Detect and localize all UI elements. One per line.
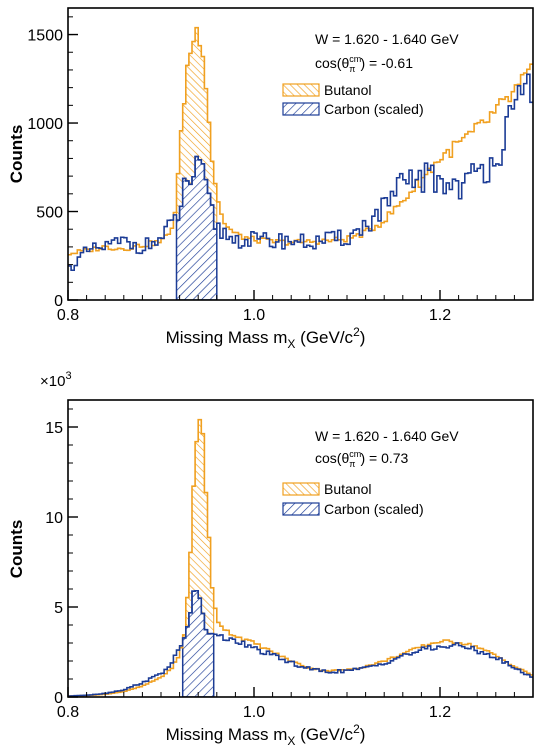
y-axis-label: Counts xyxy=(7,125,26,184)
plot-area xyxy=(68,26,533,300)
x-axis-label: Missing Mass mX (GeV/c2) xyxy=(166,325,366,351)
legend-label-carbon: Carbon (scaled) xyxy=(324,101,424,117)
y-tick-label: 1000 xyxy=(27,116,63,133)
y-tick-label: 15 xyxy=(45,420,63,437)
plot-frame xyxy=(67,7,534,301)
annotation-cos-theta: cos(θcm π) = 0.73 xyxy=(315,449,409,469)
series-butanol xyxy=(68,418,533,697)
y-tick-label: 500 xyxy=(36,205,63,222)
legend-label-carbon: Carbon (scaled) xyxy=(324,501,424,517)
panel-bottom: 0.8 1.0 1.2 0 5 10 15 Counts ×103 Missing Mass mX… xyxy=(7,370,534,748)
legend-swatch-butanol xyxy=(282,482,320,496)
series-butanol xyxy=(68,26,533,256)
series-carbon xyxy=(68,589,533,697)
series-carbon xyxy=(68,73,533,272)
annotation-w-range: W = 1.620 - 1.640 GeV xyxy=(315,428,459,444)
y-tick-label: 5 xyxy=(54,600,63,617)
x-tick-label: 1.0 xyxy=(243,307,265,324)
y-tick-label: 10 xyxy=(45,510,63,527)
panel-top: 0.8 1.0 1.2 0 500 1000 1500 Counts Missing Mass … xyxy=(7,7,534,351)
plot-area xyxy=(68,418,533,697)
x-tick-label: 1.2 xyxy=(429,307,451,324)
legend-label-butanol: Butanol xyxy=(324,82,371,98)
y-tick-label: 0 xyxy=(54,690,63,707)
legend-swatch-carbon xyxy=(282,102,320,116)
annotation-w-range: W = 1.620 - 1.640 GeV xyxy=(315,31,459,47)
plot-frame xyxy=(67,399,534,698)
x-tick-label: 1.2 xyxy=(429,704,451,721)
y-axis-label: Counts xyxy=(7,520,26,579)
legend-swatch-carbon xyxy=(282,502,320,516)
x-axis-label: Missing Mass mX (GeV/c2) xyxy=(166,722,366,748)
legend-swatch-butanol xyxy=(282,83,320,97)
x-tick-label: 0.8 xyxy=(57,307,79,324)
legend-label-butanol: Butanol xyxy=(324,481,371,497)
y-tick-label: 1500 xyxy=(27,28,63,45)
y-tick-label: 0 xyxy=(54,293,63,310)
x-tick-label: 0.8 xyxy=(57,704,79,721)
annotation-cos-theta: cos(θcm π) = -0.61 xyxy=(315,54,413,74)
y-multiplier: ×103 xyxy=(40,370,72,390)
x-tick-label: 1.0 xyxy=(243,704,265,721)
